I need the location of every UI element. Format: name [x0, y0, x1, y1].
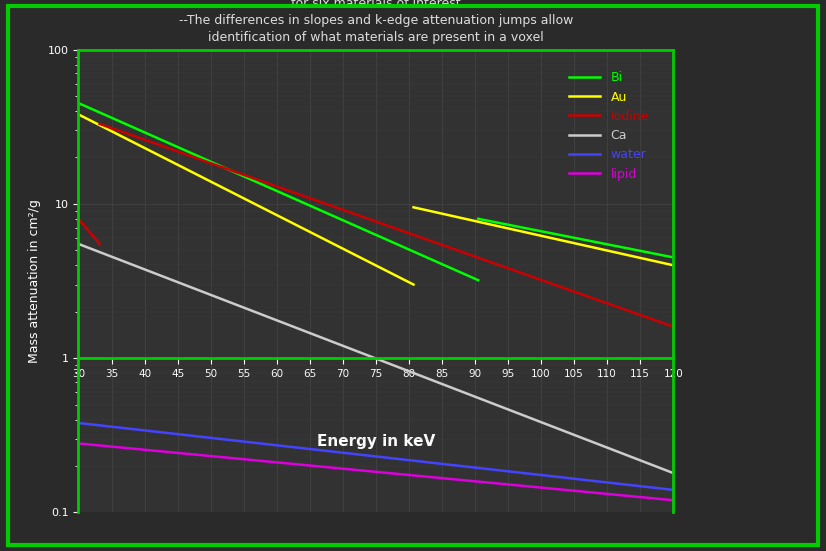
Iodine [95, 241, 105, 247]
Legend: Bi, Au, Iodine, Ca, water, lipid: Bi, Au, Iodine, Ca, water, lipid [563, 65, 655, 187]
X-axis label: Energy in keV: Energy in keV [316, 434, 435, 449]
Ca [74, 241, 83, 247]
Iodine [94, 240, 104, 247]
Ca [668, 470, 678, 477]
Au [254, 203, 264, 210]
lipid [428, 474, 438, 480]
Iodine [74, 215, 83, 222]
Ca [356, 349, 366, 356]
Ca [654, 464, 664, 471]
lipid [396, 471, 406, 478]
Iodine [91, 236, 101, 242]
lipid [654, 495, 664, 502]
Au [348, 251, 358, 257]
water [428, 460, 438, 466]
lipid [74, 440, 83, 447]
water [668, 487, 678, 493]
lipid [359, 467, 369, 474]
Iodine [83, 228, 93, 234]
Y-axis label: Mass attenuation in cm²/g: Mass attenuation in cm²/g [28, 199, 40, 363]
water [396, 456, 406, 462]
water [359, 452, 369, 458]
Au [233, 192, 243, 198]
Line: Iodine: Iodine [78, 219, 100, 244]
Bi [290, 196, 300, 202]
Bi [463, 273, 473, 279]
Line: Au: Au [78, 115, 414, 284]
Bi [401, 245, 411, 252]
Line: water: water [78, 423, 673, 490]
Line: Ca: Ca [78, 244, 673, 473]
Ca [359, 351, 369, 358]
Line: Bi: Bi [78, 103, 478, 280]
Au [74, 111, 83, 118]
Bi [311, 205, 321, 212]
Iodine [83, 228, 93, 234]
water [561, 474, 571, 481]
Au [401, 277, 411, 284]
Line: lipid: lipid [78, 444, 673, 500]
water [654, 485, 664, 491]
water [74, 420, 83, 426]
lipid [356, 467, 366, 474]
Bi [266, 185, 276, 192]
Au [235, 193, 244, 199]
Bi [473, 277, 483, 284]
Iodine [86, 230, 96, 237]
Ca [396, 365, 406, 371]
Title: Mass Attenuation vs Energy
for six materials of interest
--The differences in sl: Mass Attenuation vs Energy for six mater… [178, 0, 573, 44]
Ca [561, 429, 571, 435]
Au [273, 212, 282, 219]
lipid [668, 497, 678, 504]
Iodine [85, 229, 95, 236]
lipid [561, 487, 571, 493]
Bi [263, 184, 273, 191]
water [356, 451, 366, 458]
Au [409, 281, 419, 288]
Ca [428, 377, 438, 383]
Bi [74, 100, 83, 106]
